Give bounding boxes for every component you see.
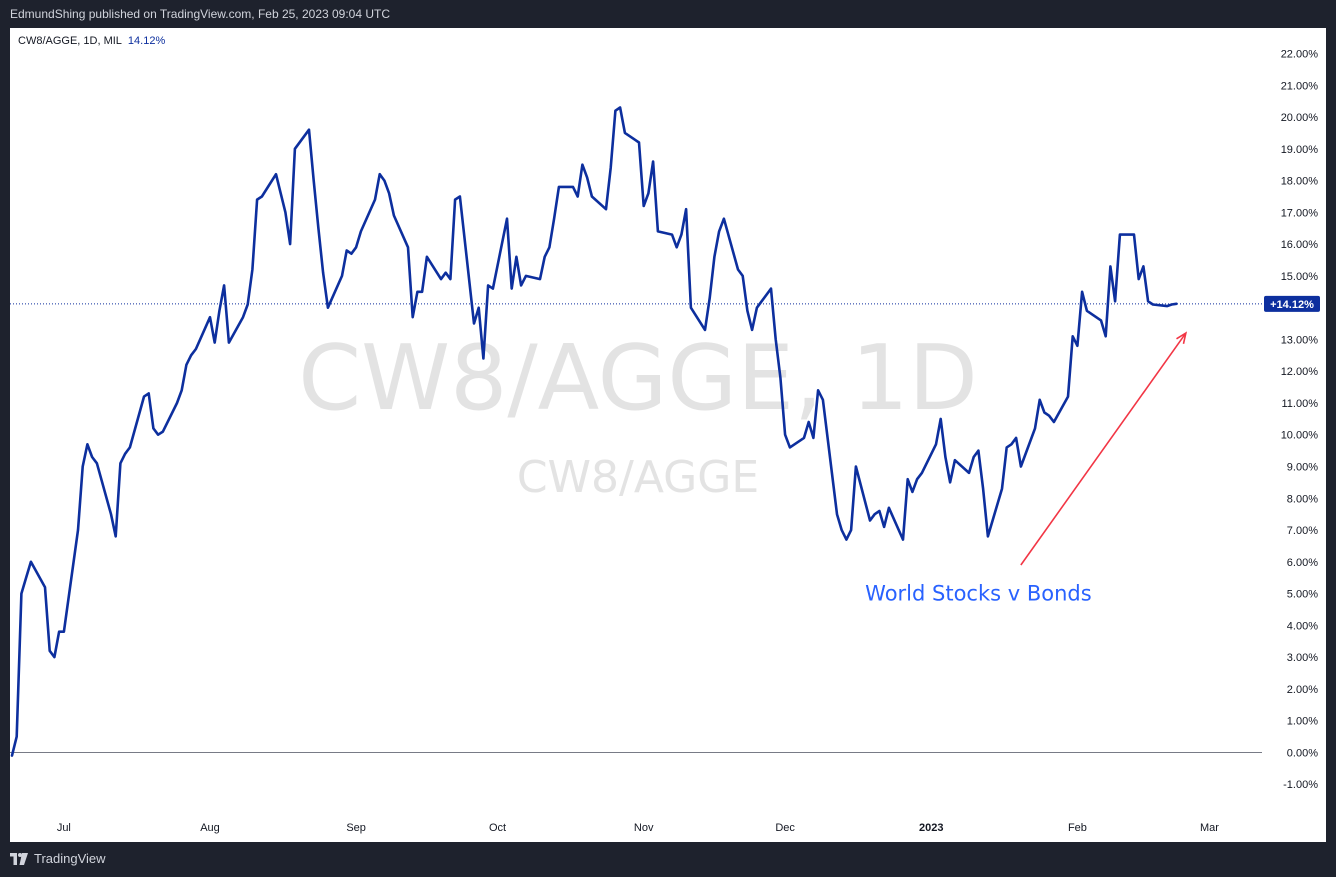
chart-canvas[interactable]: CW8/AGGE, 1D CW8/AGGE World Stocks v Bon…: [10, 28, 1326, 842]
last-value-badge: +14.12%: [1264, 295, 1320, 312]
footer-bar: TradingView: [0, 842, 1336, 877]
x-tick-label: Oct: [489, 822, 506, 834]
y-tick-label: 4.00%: [1287, 620, 1318, 632]
publish-header: EdmundShing published on TradingView.com…: [0, 0, 1336, 28]
watermark-symbol: CW8/AGGE, 1D: [298, 326, 978, 431]
y-tick-label: 8.00%: [1287, 493, 1318, 505]
x-tick-label: Feb: [1068, 822, 1087, 834]
y-tick-label: 9.00%: [1287, 462, 1318, 474]
y-tick-label: 16.00%: [1281, 239, 1319, 251]
arrow-shaft: [1020, 332, 1187, 566]
annotation-text: World Stocks v Bonds: [865, 582, 1092, 606]
y-tick-label: 19.00%: [1281, 144, 1319, 156]
chart-background: [10, 28, 1326, 842]
legend-symbol: CW8/AGGE, 1D, MIL: [18, 35, 122, 47]
x-tick-label: Jul: [57, 822, 71, 834]
y-tick-label: 18.00%: [1281, 176, 1319, 188]
y-tick-label: 12.00%: [1281, 366, 1319, 378]
x-tick-label: Dec: [775, 822, 795, 834]
trend-arrow: [1020, 331, 1188, 566]
y-tick-label: 6.00%: [1287, 557, 1318, 569]
last-value-badge-bg: [1264, 295, 1320, 312]
x-tick-label: 2023: [919, 822, 943, 834]
annotation-group: World Stocks v Bonds: [865, 582, 1092, 606]
y-tick-label: 5.00%: [1287, 589, 1318, 601]
x-tick-label: Mar: [1200, 822, 1219, 834]
tradingview-logo[interactable]: TradingView: [10, 851, 106, 866]
y-tick-label: 3.00%: [1287, 652, 1318, 664]
chart-legend[interactable]: CW8/AGGE, 1D, MIL 14.12%: [18, 35, 165, 47]
y-tick-label: 13.00%: [1281, 334, 1319, 346]
price-axis[interactable]: 22.00% 21.00% 20.00% 19.00% 18.00% 17.00% 16.0…: [1281, 49, 1319, 792]
watermark-subtitle: CW8/AGGE: [517, 452, 759, 503]
y-tick-label: 2.00%: [1287, 684, 1318, 696]
y-tick-label: 7.00%: [1287, 525, 1318, 537]
x-tick-label: Sep: [346, 822, 366, 834]
x-tick-label: Aug: [200, 822, 220, 834]
chart-container[interactable]: CW8/AGGE, 1D CW8/AGGE World Stocks v Bon…: [10, 28, 1326, 842]
y-tick-label: 21.00%: [1281, 80, 1319, 92]
series-group: [10, 106, 1178, 757]
arrow-head: [1176, 331, 1188, 344]
y-tick-label: 10.00%: [1281, 430, 1319, 442]
y-tick-label: 1.00%: [1287, 716, 1318, 728]
x-tick-label: Nov: [634, 822, 654, 834]
last-value-badge-text: +14.12%: [1270, 299, 1314, 311]
y-tick-label: 0.00%: [1287, 747, 1318, 759]
legend-value: 14.12%: [127, 35, 166, 47]
series-line: [10, 106, 1178, 757]
y-tick-label: 15.00%: [1281, 271, 1319, 283]
y-tick-label: 11.00%: [1282, 398, 1319, 410]
tradingview-logo-icon: [10, 852, 28, 865]
tradingview-brand: TradingView: [34, 851, 106, 866]
y-tick-label: 22.00%: [1281, 49, 1319, 61]
y-tick-label: 20.00%: [1281, 112, 1319, 124]
y-tick-label: -1.00%: [1283, 779, 1318, 791]
publish-info: EdmundShing published on TradingView.com…: [10, 7, 391, 21]
time-axis[interactable]: Jul Aug Sep Oct Nov Dec 2023 Feb Mar: [57, 822, 1219, 834]
y-tick-label: 17.00%: [1281, 207, 1319, 219]
